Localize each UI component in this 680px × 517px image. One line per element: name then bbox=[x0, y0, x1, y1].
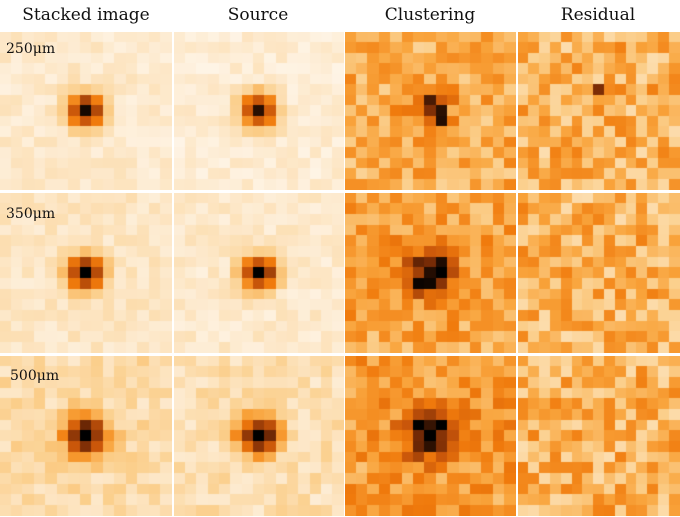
panel-residual-350 bbox=[518, 193, 680, 353]
column-title-residual: Residual bbox=[560, 5, 636, 25]
panel-residual-500 bbox=[518, 356, 680, 516]
panel-clustering-350 bbox=[345, 193, 516, 353]
panel-stacked-250 bbox=[0, 32, 172, 190]
panel-residual-250 bbox=[518, 32, 680, 190]
panel-clustering-500 bbox=[345, 356, 516, 516]
column-title-clustering: Clustering bbox=[384, 5, 476, 25]
panel-source-250 bbox=[174, 32, 344, 190]
column-title-source: Source bbox=[227, 5, 289, 25]
row-label-500: 500μm bbox=[10, 368, 60, 384]
panel-stacked-500 bbox=[0, 356, 172, 516]
column-title-stacked: Stacked image bbox=[22, 5, 150, 25]
row-label-350: 350μm bbox=[6, 206, 56, 222]
panel-clustering-250 bbox=[345, 32, 516, 190]
panel-stacked-350 bbox=[0, 193, 172, 353]
panel-source-350 bbox=[174, 193, 344, 353]
row-label-250: 250μm bbox=[6, 41, 56, 57]
panel-source-500 bbox=[174, 356, 344, 516]
